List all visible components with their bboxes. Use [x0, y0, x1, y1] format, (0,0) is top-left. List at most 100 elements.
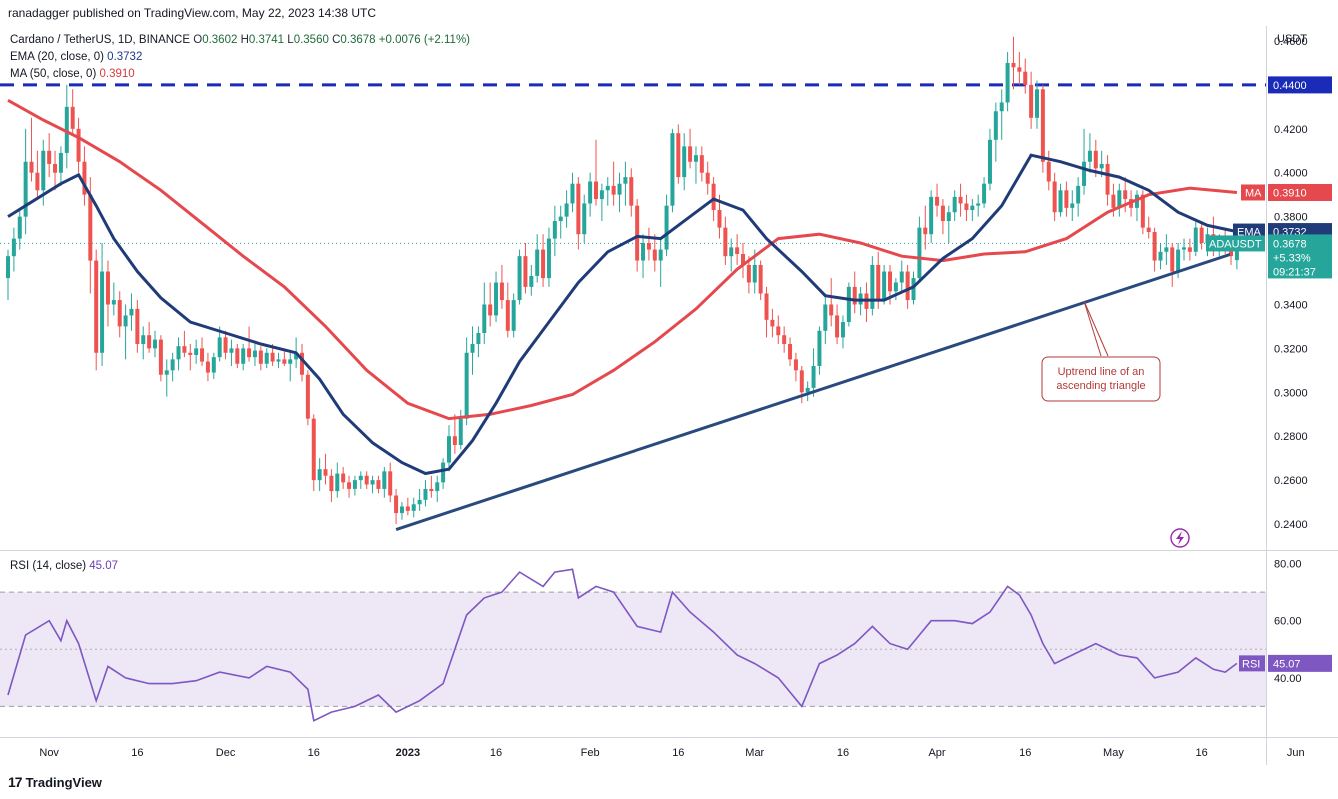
- candle-body: [1105, 163, 1110, 195]
- candle-body: [641, 242, 646, 261]
- candle-body: [705, 172, 710, 184]
- time-tick-label: 16: [131, 747, 143, 759]
- close-label: C: [332, 34, 341, 46]
- price-tick-label: 0.4000: [1274, 168, 1308, 180]
- time-axis[interactable]: Nov 16 Dec 16 2023 16 Feb 16 Mar 16 Apr 16 May 16 Jun: [39, 747, 1304, 759]
- candle-body: [329, 475, 334, 492]
- candle-body: [399, 506, 404, 514]
- candle-body: [693, 155, 698, 162]
- candle-body: [117, 300, 122, 327]
- rsi-badge: RSI 45.07: [1239, 654, 1332, 672]
- time-tick-label: May: [1103, 747, 1124, 759]
- candle-body: [1087, 150, 1092, 162]
- candle-body: [47, 150, 52, 164]
- candle-body: [676, 133, 681, 178]
- candle-body: [1146, 227, 1151, 233]
- candle-body: [305, 374, 310, 419]
- rsi-tick-label: 60.00: [1274, 616, 1302, 628]
- candle-body: [370, 480, 375, 485]
- candle-body: [352, 480, 357, 489]
- candle-body: [1011, 62, 1016, 68]
- candle-body: [852, 286, 857, 305]
- candle-body: [335, 473, 340, 492]
- uptrend-line[interactable]: [395, 253, 1231, 531]
- publisher-line: ranadagger published on TradingView.com,…: [8, 6, 377, 20]
- candle-body: [517, 256, 522, 301]
- candle-body: [882, 271, 887, 301]
- candle-body: [629, 177, 634, 206]
- close-value: 0.3678: [340, 34, 376, 46]
- candle-body: [23, 161, 28, 217]
- candle-body: [970, 205, 975, 211]
- candle-body: [82, 161, 87, 195]
- time-tick-label: 16: [672, 747, 684, 759]
- candle-body: [776, 326, 781, 336]
- candle-body: [1170, 247, 1175, 272]
- rsi-line[interactable]: [7, 568, 1238, 722]
- price-axis[interactable]: 0.46000.44000.42000.40000.38000.36000.34…: [1274, 36, 1308, 531]
- candle-body: [194, 348, 199, 355]
- candle-body: [758, 264, 763, 294]
- candle-body: [241, 348, 246, 364]
- candle-body: [435, 482, 440, 492]
- candle-body: [170, 359, 175, 371]
- candle-body: [688, 146, 693, 162]
- candle-body: [35, 172, 40, 191]
- annotation-box[interactable]: [1041, 356, 1161, 402]
- candle-body: [664, 205, 669, 250]
- candle-body: [511, 300, 516, 331]
- candle-body: [105, 271, 110, 305]
- candle-body: [394, 495, 399, 514]
- candle-body: [723, 227, 728, 257]
- candle-body: [552, 221, 557, 239]
- candle-body: [746, 264, 751, 283]
- ma50-line[interactable]: [7, 98, 1238, 421]
- candle-body: [946, 212, 951, 222]
- candle-body: [129, 308, 134, 316]
- symbol-badge: ADAUSDT: [1209, 238, 1262, 250]
- candle-body: [1093, 150, 1098, 169]
- candle-body: [88, 194, 93, 261]
- candle-body: [617, 183, 622, 195]
- candle-body: [605, 185, 610, 191]
- candle-body: [347, 482, 352, 489]
- candle-body: [1117, 190, 1122, 208]
- candle-body: [793, 359, 798, 371]
- ma-legend-label: MA (50, close, 0): [10, 68, 97, 80]
- candle-body: [258, 350, 263, 364]
- candle-body: [911, 278, 916, 301]
- annotation-pointer-2: [1083, 300, 1102, 357]
- rsi-tick-label: 80.00: [1274, 559, 1302, 571]
- rsi-axis[interactable]: 80.00 60.00 40.00: [1274, 559, 1302, 685]
- time-tick-label: Feb: [581, 747, 600, 759]
- candle-body: [58, 152, 63, 173]
- ema20-line[interactable]: [7, 153, 1238, 476]
- price-tick-label: 0.3000: [1274, 387, 1308, 399]
- time-tick-label: Jun: [1287, 747, 1305, 759]
- candle-body: [1064, 190, 1069, 208]
- candle-body: [411, 504, 416, 511]
- candle-body: [1029, 84, 1034, 118]
- ma-legend[interactable]: MA (50, close, 0) 0.3910: [10, 68, 135, 80]
- candle-body: [376, 480, 381, 489]
- price-tick-label: 0.2800: [1274, 431, 1308, 443]
- candle-body: [323, 469, 328, 476]
- candle-body: [529, 275, 534, 287]
- rsi-tick-label: 40.00: [1274, 673, 1302, 685]
- candle-body: [476, 333, 481, 344]
- candle-body: [11, 238, 16, 257]
- symbol-title[interactable]: Cardano / TetherUS, 1D, BINANCE: [10, 34, 191, 46]
- rsi-legend[interactable]: RSI (14, close) 45.07: [10, 560, 118, 572]
- ema-legend[interactable]: EMA (20, close, 0) 0.3732: [10, 51, 142, 63]
- tradingview-footer[interactable]: 17 TradingView: [8, 774, 102, 790]
- time-tick-label: 16: [490, 747, 502, 759]
- candle-body: [205, 361, 210, 373]
- candle-body: [1070, 203, 1075, 208]
- candle-body: [1076, 185, 1081, 204]
- candle-body: [599, 190, 604, 200]
- candle-body: [1152, 232, 1157, 261]
- candle-body: [823, 304, 828, 331]
- candle-body: [546, 238, 551, 279]
- candle-body: [217, 337, 222, 358]
